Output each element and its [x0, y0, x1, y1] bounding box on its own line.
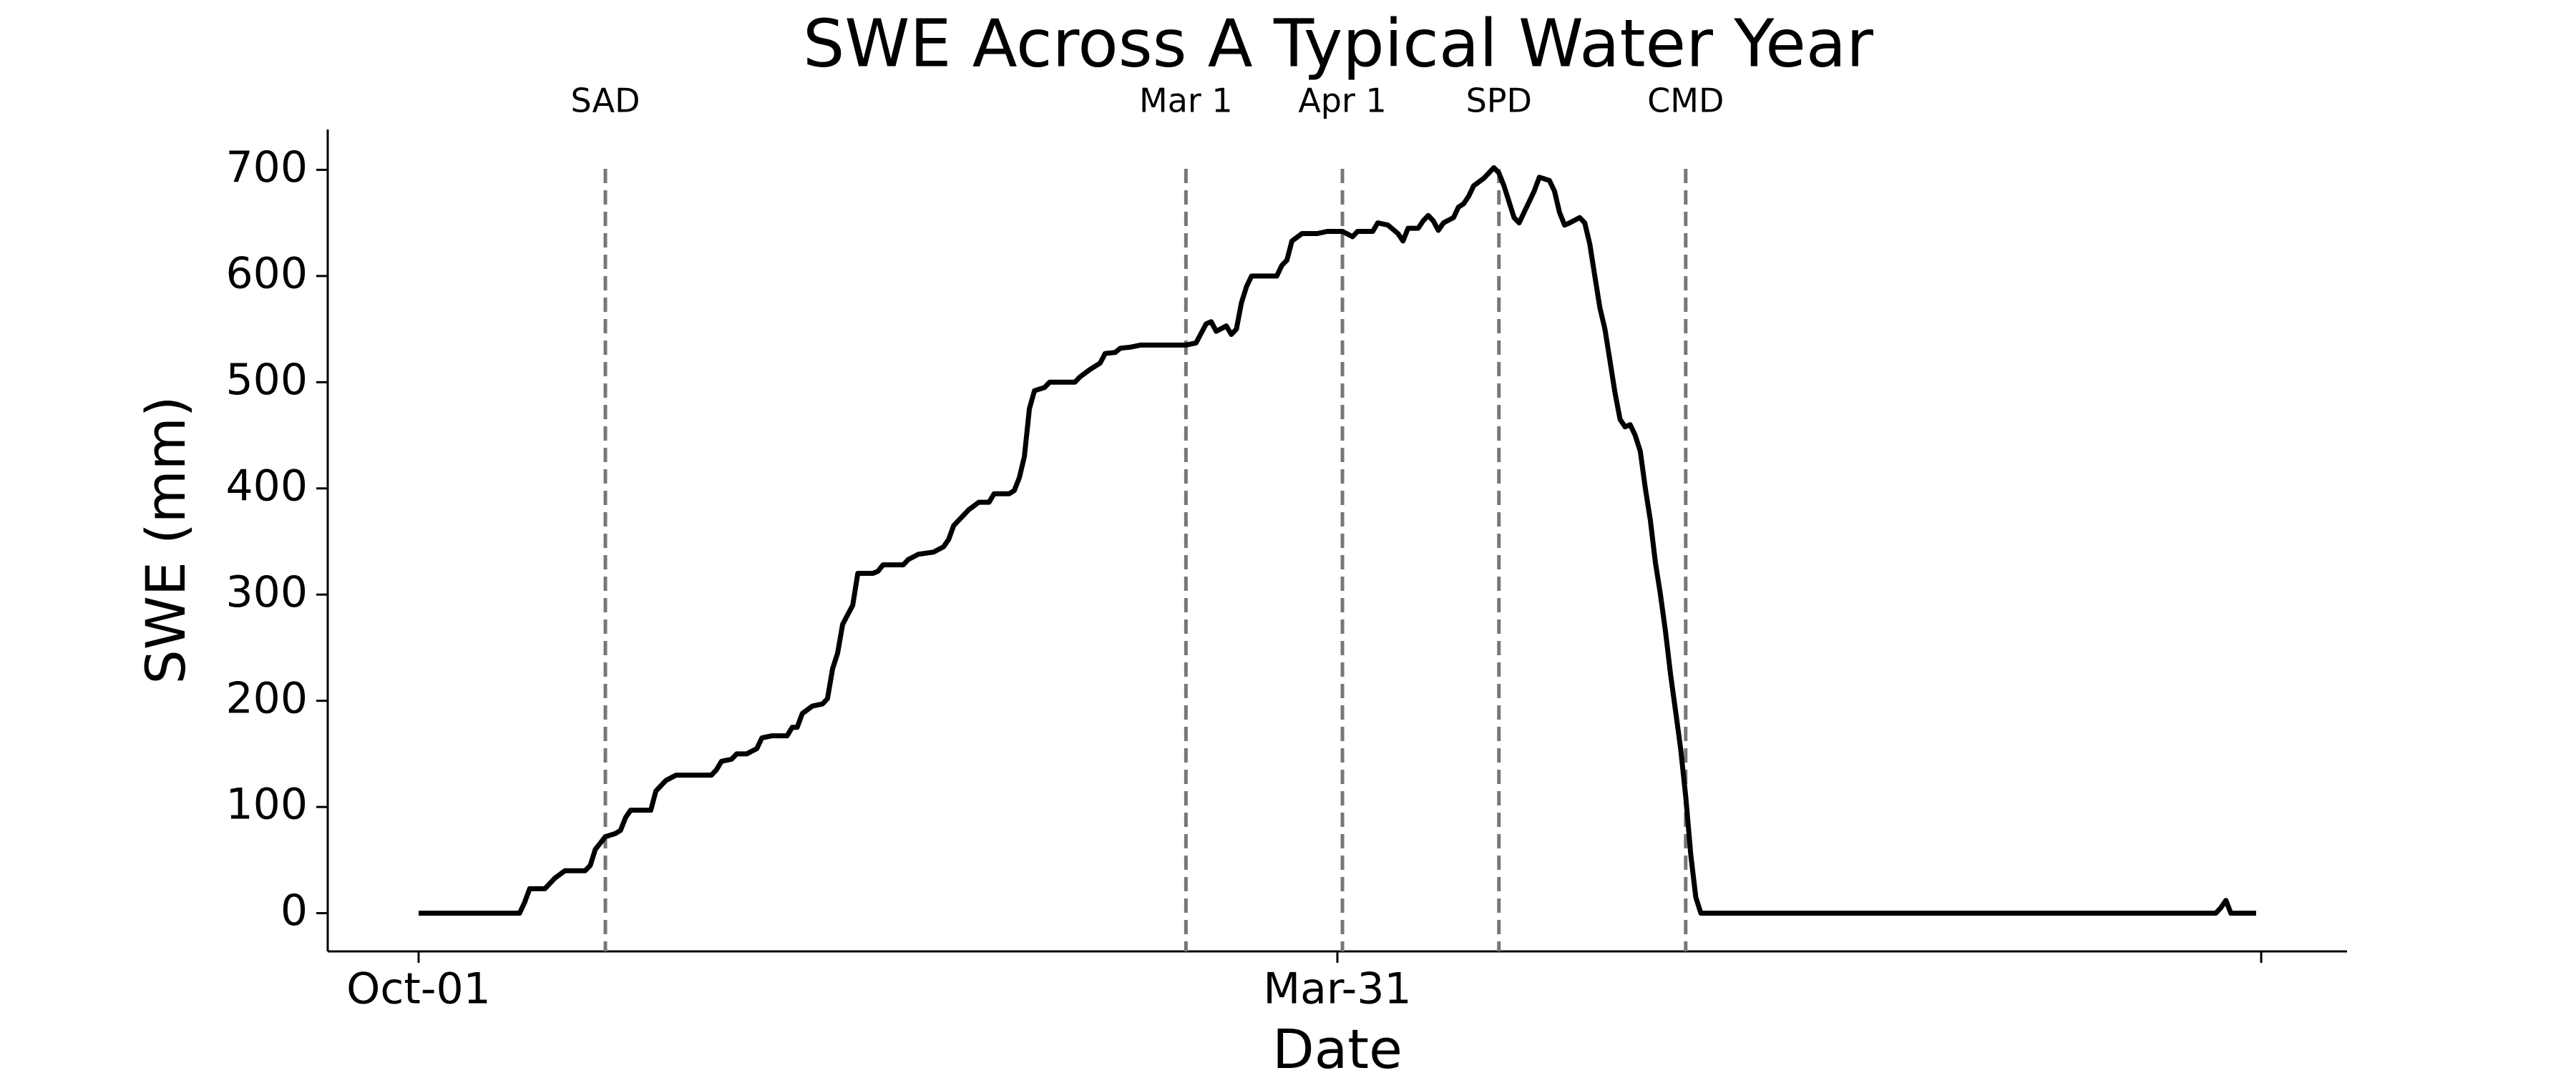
chart-title: SWE Across A Typical Water Year	[803, 5, 1873, 82]
reference-label: SAD	[571, 82, 640, 120]
reference-label: SPD	[1466, 82, 1532, 120]
x-tick-label: Oct-01	[346, 964, 491, 1014]
y-tick-label: 0	[280, 886, 308, 936]
y-tick-label: 400	[225, 461, 308, 511]
reference-label: Mar 1	[1139, 82, 1233, 120]
reference-label: Apr 1	[1298, 82, 1386, 120]
y-tick-label: 700	[225, 142, 308, 192]
y-tick-label: 100	[225, 780, 308, 830]
x-axis-label: Date	[1272, 1017, 1402, 1073]
reference-label: CMD	[1647, 82, 1724, 120]
y-tick-label: 600	[225, 248, 308, 298]
y-tick-label: 200	[225, 673, 308, 723]
y-tick-label: 500	[225, 355, 308, 405]
swe-line	[419, 165, 2256, 916]
y-tick-label: 300	[225, 567, 308, 617]
x-tick-label: Mar-31	[1263, 964, 1411, 1014]
y-axis-label: SWE (mm)	[134, 396, 197, 685]
